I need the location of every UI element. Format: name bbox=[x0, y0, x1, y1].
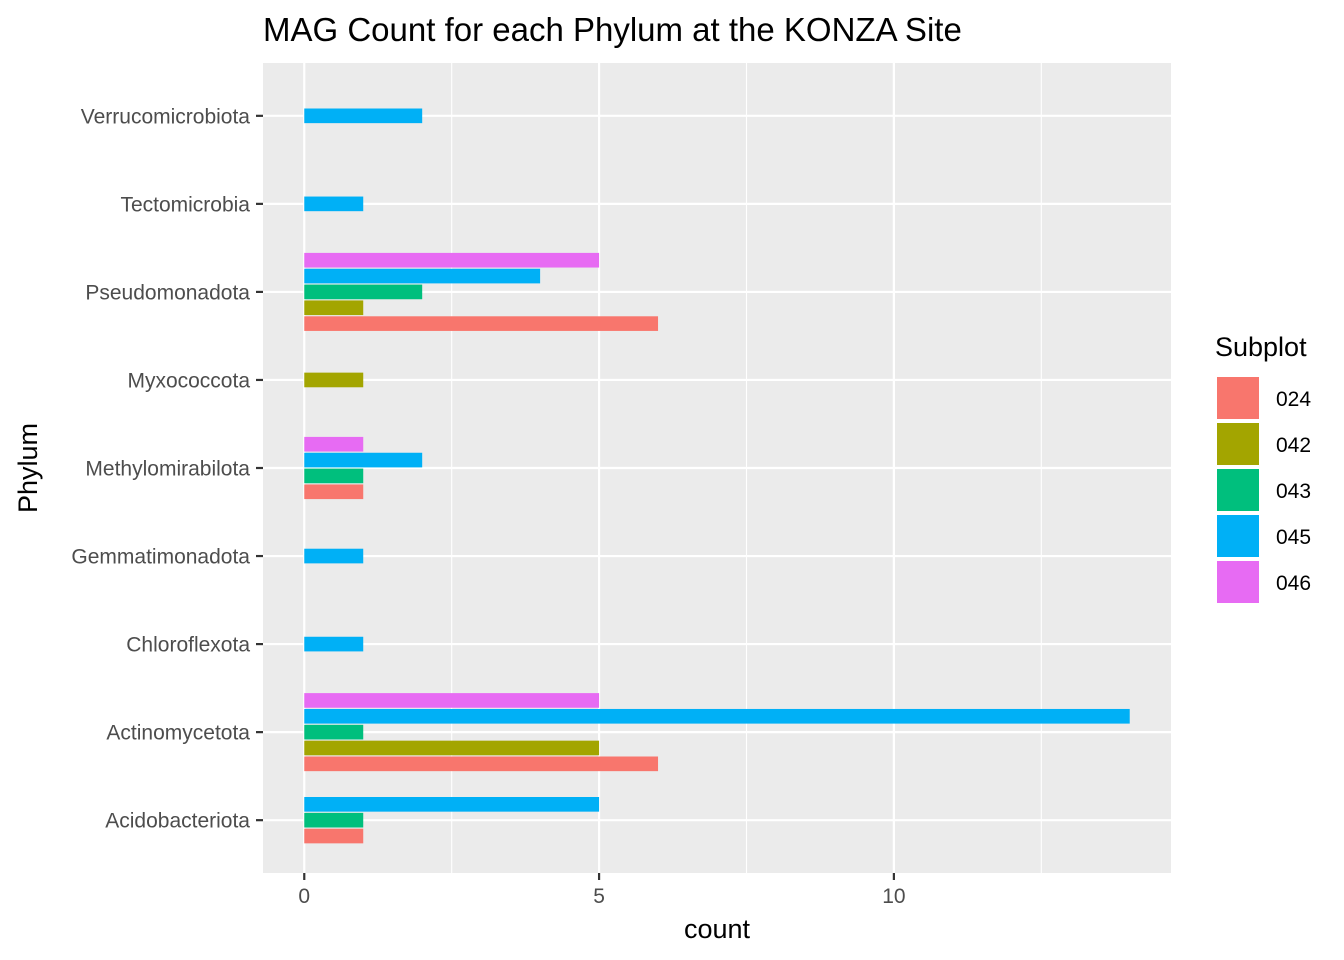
legend-label-042: 042 bbox=[1276, 434, 1311, 457]
y-tick-label: Methylomirabilota bbox=[85, 458, 250, 481]
y-axis: Acidobacteriota Actinomycetota Chloroflexo… bbox=[71, 105, 263, 833]
y-tick-label: Chloroflexota bbox=[126, 634, 250, 657]
bars bbox=[304, 108, 1130, 844]
bar-046-pseudomonadota bbox=[304, 252, 600, 268]
bar-045-pseudomonadota bbox=[304, 268, 541, 284]
bar-043-pseudomonadota bbox=[304, 284, 423, 300]
bar-045-methylomirabilota bbox=[304, 452, 423, 468]
legend-key-024 bbox=[1215, 375, 1261, 421]
chart-title: MAG Count for each Phylum at the KONZA S… bbox=[263, 11, 962, 48]
major-gridlines bbox=[263, 63, 1171, 873]
y-tick-label: Pseudomonadota bbox=[85, 281, 250, 304]
bar-024-actinomycetota bbox=[304, 756, 659, 772]
y-tick-label: Gemmatimonadota bbox=[71, 546, 250, 569]
x-tick-label: 10 bbox=[882, 885, 905, 908]
legend-key-046 bbox=[1215, 559, 1261, 605]
bar-043-acidobacteriota bbox=[304, 812, 364, 828]
bar-043-actinomycetota bbox=[304, 724, 364, 740]
bar-045-tectomicrobia bbox=[304, 196, 364, 212]
y-axis-title: Phylum bbox=[13, 423, 43, 513]
bar-046-actinomycetota bbox=[304, 693, 600, 708]
y-tick-label: Verrucomicrobiota bbox=[81, 105, 251, 128]
legend-key-045 bbox=[1215, 513, 1261, 559]
bar-024-pseudomonadota bbox=[304, 316, 659, 331]
legend-label-043: 043 bbox=[1276, 480, 1311, 503]
y-tick-label: Myxococcota bbox=[127, 369, 250, 392]
x-axis-title: count bbox=[684, 914, 751, 944]
bar-024-methylomirabilota bbox=[304, 484, 364, 500]
legend-key-042 bbox=[1215, 421, 1261, 467]
bar-045-verrucomicrobiota bbox=[304, 108, 423, 124]
legend: Subplot 024 042 043 045 046 bbox=[1215, 332, 1311, 605]
bar-042-actinomycetota bbox=[304, 740, 600, 756]
legend-title: Subplot bbox=[1215, 332, 1307, 362]
bar-042-pseudomonadota bbox=[304, 300, 364, 316]
bar-045-chloroflexota bbox=[304, 636, 364, 652]
legend-key-043 bbox=[1215, 467, 1261, 513]
y-tick-label: Acidobacteriota bbox=[105, 810, 250, 833]
bar-024-acidobacteriota bbox=[304, 828, 364, 844]
bar-045-actinomycetota bbox=[304, 708, 1130, 724]
bar-045-gemmatimonadota bbox=[304, 548, 364, 564]
y-tick-label: Actinomycetota bbox=[106, 722, 250, 745]
legend-label-045: 045 bbox=[1276, 526, 1311, 549]
bar-042-myxococcota bbox=[304, 372, 364, 388]
y-tick-label: Tectomicrobia bbox=[120, 193, 250, 216]
bar-045-acidobacteriota bbox=[304, 797, 600, 812]
x-axis: 0 5 10 bbox=[298, 873, 906, 908]
bar-046-methylomirabilota bbox=[304, 436, 364, 452]
x-tick-label: 0 bbox=[298, 885, 310, 908]
legend-label-046: 046 bbox=[1276, 572, 1311, 595]
legend-label-024: 024 bbox=[1276, 388, 1311, 411]
x-tick-label: 5 bbox=[593, 885, 605, 908]
bar-043-methylomirabilota bbox=[304, 468, 364, 484]
